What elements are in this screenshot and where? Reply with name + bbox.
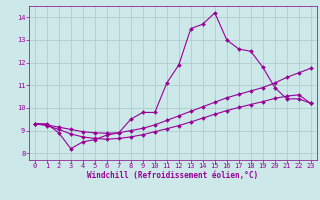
X-axis label: Windchill (Refroidissement éolien,°C): Windchill (Refroidissement éolien,°C) (87, 171, 258, 180)
